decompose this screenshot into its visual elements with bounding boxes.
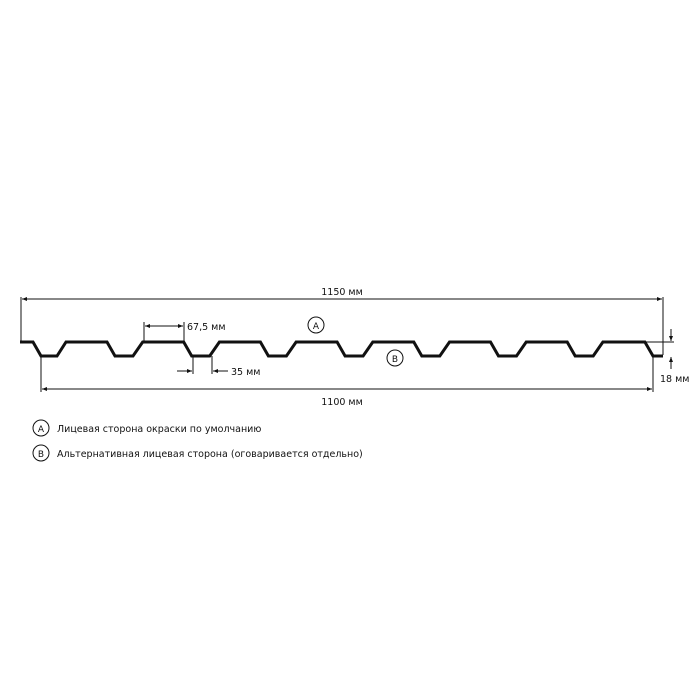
svg-text:B: B <box>392 355 398 365</box>
svg-text:A: A <box>38 425 45 435</box>
marker-a: A <box>307 316 325 334</box>
dimension-lines <box>20 297 674 392</box>
dim-675-label: 67,5 мм <box>187 322 226 333</box>
svg-text:A: A <box>313 322 320 332</box>
sheet-profile <box>20 340 663 358</box>
dim-1150-label: 1150 мм <box>321 287 363 298</box>
marker-b: B <box>386 349 404 367</box>
legend-text-a: Лицевая сторона окраски по умолчанию <box>57 424 261 435</box>
svg-text:B: B <box>38 450 44 460</box>
dim-18-label: 18 мм <box>660 374 689 385</box>
dim-35-label: 35 мм <box>231 367 260 378</box>
dim-1100-label: 1100 мм <box>321 397 363 408</box>
legend-item-b: B Альтернативная лицевая сторона (оговар… <box>32 444 363 462</box>
legend-item-a: A Лицевая сторона окраски по умолчанию <box>32 419 261 437</box>
legend-text-b: Альтернативная лицевая сторона (оговарив… <box>57 449 363 460</box>
